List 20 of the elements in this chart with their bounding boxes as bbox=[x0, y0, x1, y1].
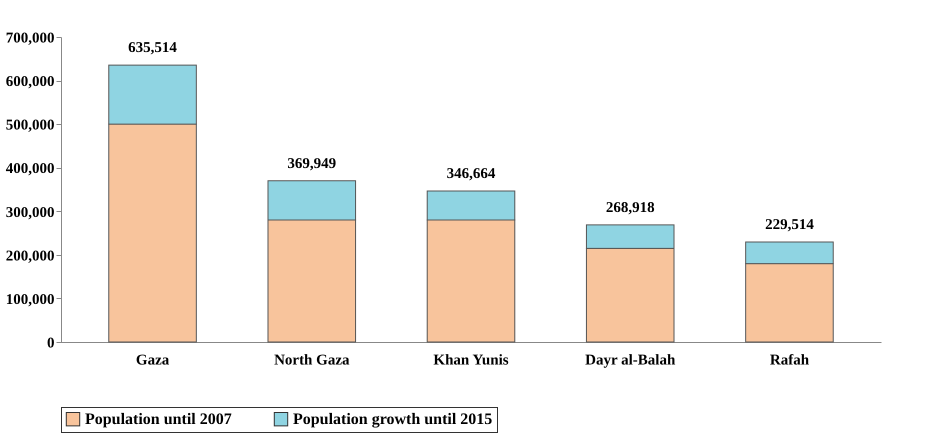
x-tick-label: Rafah bbox=[770, 352, 810, 368]
total-label: 369,949 bbox=[287, 156, 336, 172]
x-tick-label: Dayr al-Balah bbox=[585, 352, 676, 368]
x-tick-label: Khan Yunis bbox=[433, 352, 509, 368]
legend-label: Population growth until 2015 bbox=[293, 411, 492, 428]
y-tick-label: 400,000 bbox=[6, 161, 54, 178]
y-tick-label: 300,000 bbox=[6, 204, 54, 221]
total-label: 268,918 bbox=[606, 200, 655, 216]
total-label: 635,514 bbox=[128, 40, 178, 56]
y-tick-label: 500,000 bbox=[6, 118, 54, 134]
x-tick-label: Gaza bbox=[136, 352, 170, 368]
total-label: 346,664 bbox=[446, 166, 496, 182]
y-tick-label: 200,000 bbox=[6, 248, 54, 264]
y-tick-label: 100,000 bbox=[6, 292, 54, 308]
legend-label: Population until 2007 bbox=[85, 411, 232, 428]
y-tick-label: 0 bbox=[47, 336, 54, 352]
y-tick-label: 600,000 bbox=[6, 74, 54, 90]
total-label: 229,514 bbox=[765, 216, 814, 233]
x-tick-label: North Gaza bbox=[274, 352, 350, 368]
y-tick-label: 700,000 bbox=[6, 30, 54, 46]
